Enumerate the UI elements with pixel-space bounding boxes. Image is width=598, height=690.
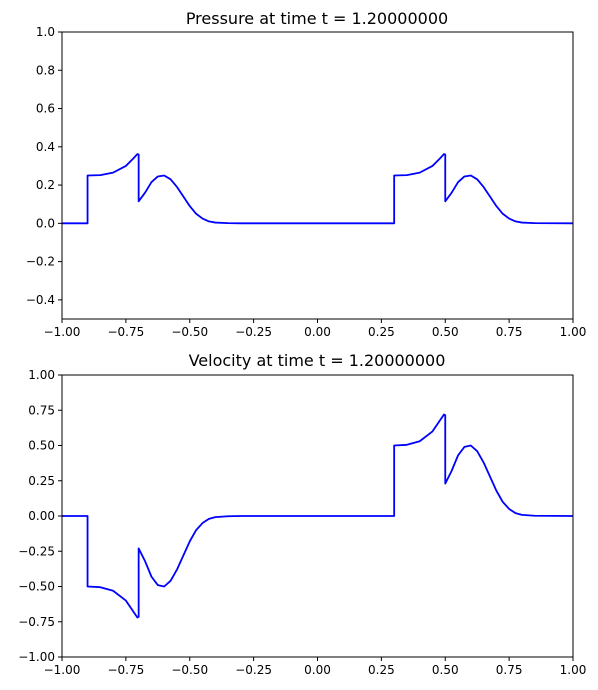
pressure-y-tick-label: 0.8 — [36, 63, 55, 77]
pressure-x-tick-label: −0.25 — [235, 325, 272, 339]
velocity-chart-title: Velocity at time t = 1.20000000 — [189, 351, 446, 370]
pressure-chart-axes-frame — [61, 31, 574, 320]
velocity-y-tick-label: 0.50 — [28, 439, 55, 453]
velocity-y-tick-label: 0.00 — [28, 509, 55, 523]
velocity-y-tick-label: −0.75 — [18, 615, 55, 629]
velocity-y-tick-label: 0.25 — [28, 474, 55, 488]
velocity-chart-series — [62, 413, 574, 619]
velocity-y-tick-label: 1.00 — [28, 368, 55, 382]
velocity-y-tick-label: −1.00 — [18, 650, 55, 664]
pressure-y-tick-label: 0.4 — [36, 140, 55, 154]
pressure-chart: Pressure at time t = 1.20000000 −1.00 −0.… — [26, 9, 587, 339]
velocity-y-tick-label: −0.25 — [18, 544, 55, 558]
pressure-x-tick-label: −1.00 — [44, 325, 81, 339]
pressure-y-tick-label: 0.0 — [36, 216, 55, 230]
pressure-y-tick-label: −0.2 — [26, 255, 55, 269]
velocity-y-tick-label: 0.75 — [28, 403, 55, 417]
pressure-y-tick-label: 0.6 — [36, 102, 55, 116]
velocity-chart-axes-frame — [61, 374, 574, 658]
velocity-x-tick-label: 0.00 — [304, 663, 331, 677]
pressure-x-tick-label: 0.75 — [496, 325, 523, 339]
velocity-x-tick-label: 1.00 — [560, 663, 587, 677]
velocity-series-line — [62, 413, 574, 619]
velocity-x-tick-label: −0.50 — [171, 663, 208, 677]
pressure-chart-title: Pressure at time t = 1.20000000 — [186, 9, 448, 28]
velocity-x-tick-label: −1.00 — [44, 663, 81, 677]
velocity-chart: Velocity at time t = 1.20000000 −1.00 −0.… — [18, 351, 586, 677]
pressure-y-tick-label: 1.0 — [36, 25, 55, 39]
pressure-x-tick-label: −0.75 — [107, 325, 144, 339]
velocity-x-tick-label: 0.50 — [432, 663, 459, 677]
pressure-x-tick-label: −0.50 — [171, 325, 208, 339]
pressure-y-tick-label: −0.4 — [26, 293, 55, 307]
velocity-y-tick-label: −0.50 — [18, 580, 55, 594]
velocity-x-tick-label: −0.75 — [107, 663, 144, 677]
pressure-x-tick-label: 0.25 — [368, 325, 395, 339]
pressure-series-line — [62, 153, 574, 225]
pressure-x-tick-label: 1.00 — [560, 325, 587, 339]
velocity-x-tick-label: −0.25 — [235, 663, 272, 677]
pressure-y-tick-label: 0.2 — [36, 178, 55, 192]
velocity-chart-ticks: −1.00 −0.75 −0.50 −0.25 0.00 0.25 0.50 0.75 1.00… — [18, 368, 586, 677]
pressure-chart-series — [62, 153, 574, 225]
pressure-chart-ticks: −1.00 −0.75 −0.50 −0.25 0.00 0.25 0.50 0.75 1.00… — [26, 25, 587, 339]
velocity-x-tick-label: 0.25 — [368, 663, 395, 677]
velocity-x-tick-label: 0.75 — [496, 663, 523, 677]
pressure-x-tick-label: 0.50 — [432, 325, 459, 339]
pressure-x-tick-label: 0.00 — [304, 325, 331, 339]
